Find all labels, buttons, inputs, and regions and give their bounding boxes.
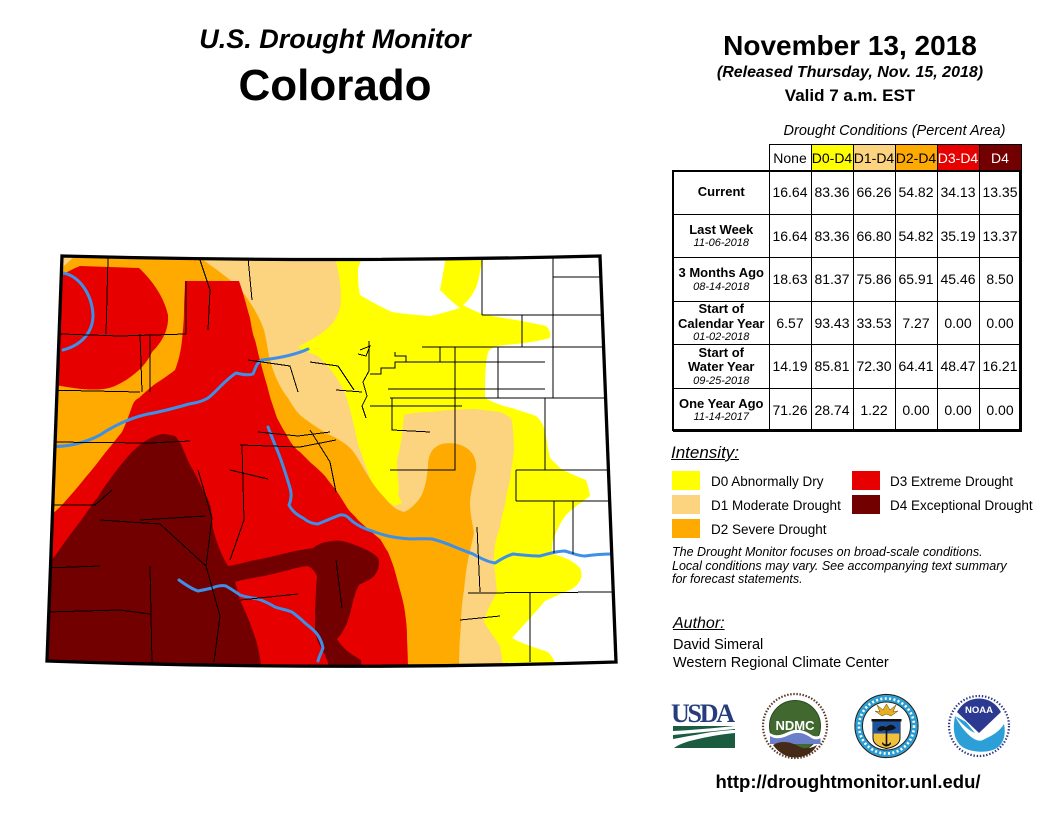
svg-text:NDMC: NDMC — [776, 718, 816, 733]
svg-text:USDA: USDA — [671, 699, 735, 728]
svg-text:NOAA: NOAA — [965, 705, 993, 716]
